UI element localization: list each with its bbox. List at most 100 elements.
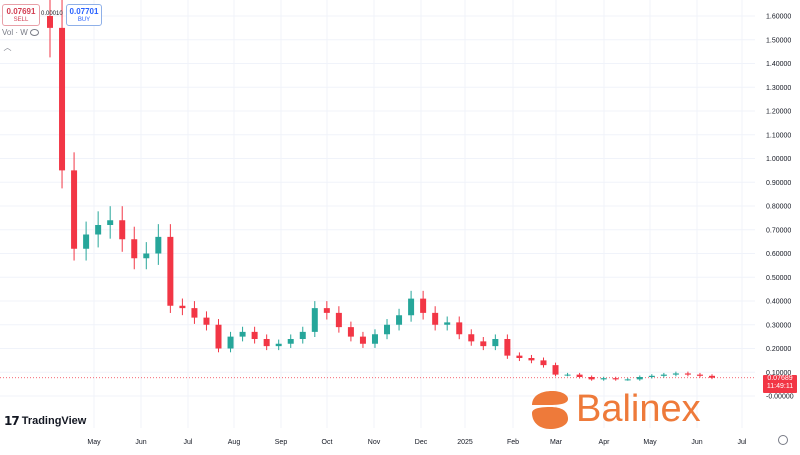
y-tick-label: 0.70000 bbox=[766, 227, 791, 234]
candle-body bbox=[552, 365, 559, 375]
x-tick-label: Oct bbox=[322, 439, 333, 446]
candle-body bbox=[528, 358, 535, 361]
candle-body bbox=[215, 324, 222, 349]
candle-body bbox=[504, 339, 511, 356]
y-tick-label: 1.10000 bbox=[766, 132, 791, 139]
candle-body bbox=[480, 341, 487, 347]
buy-button[interactable]: 0.07701 BUY bbox=[66, 4, 102, 26]
x-tick-label: May bbox=[87, 439, 101, 446]
candle-body bbox=[83, 234, 90, 249]
x-tick-label: Jul bbox=[738, 439, 747, 446]
candle-body bbox=[612, 378, 619, 380]
balinex-logo: Balinex bbox=[528, 387, 701, 431]
candle-body bbox=[107, 220, 114, 225]
candle-body bbox=[636, 377, 643, 380]
candle-body bbox=[263, 339, 270, 347]
sell-price: 0.07691 bbox=[6, 7, 36, 16]
candle-body bbox=[143, 253, 150, 259]
candle-body bbox=[660, 374, 667, 376]
y-tick-label: 1.50000 bbox=[766, 37, 791, 44]
candle-body bbox=[684, 373, 691, 375]
y-tick-label: 0.20000 bbox=[766, 346, 791, 353]
candle-body bbox=[275, 343, 282, 347]
y-tick-label: -0.00000 bbox=[766, 394, 794, 401]
tradingview-mark: 17 bbox=[4, 414, 20, 428]
x-tick-label: Jul bbox=[184, 439, 193, 446]
candle-body bbox=[408, 298, 415, 316]
sell-label: SELL bbox=[13, 17, 29, 23]
candle-body bbox=[95, 225, 102, 235]
sell-button[interactable]: 0.07691 SELL bbox=[2, 4, 40, 26]
balinex-mark-icon bbox=[532, 391, 568, 429]
candle-body bbox=[359, 336, 366, 344]
candle-body bbox=[576, 374, 583, 377]
candle-body bbox=[696, 374, 703, 376]
last-price-value: 0.07689 bbox=[767, 375, 793, 382]
candle-body bbox=[203, 317, 210, 325]
x-tick-label: Mar bbox=[550, 439, 563, 446]
candle-body bbox=[396, 315, 403, 325]
y-tick-label: 1.30000 bbox=[766, 85, 791, 92]
candle-body bbox=[311, 308, 318, 332]
buy-price: 0.07701 bbox=[69, 7, 99, 16]
candle-body bbox=[47, 16, 53, 28]
candle-body bbox=[624, 379, 631, 381]
candle-body bbox=[432, 312, 439, 325]
gear-icon[interactable] bbox=[778, 435, 788, 445]
candle-body bbox=[179, 305, 186, 309]
candle-body bbox=[540, 360, 547, 366]
x-tick-label: Jun bbox=[691, 439, 702, 446]
candle-body bbox=[59, 27, 66, 171]
last-price-tag: 0.07689 11:49:11 bbox=[763, 375, 797, 393]
candle-body bbox=[468, 334, 475, 342]
candle-body bbox=[287, 339, 294, 344]
candle-body bbox=[492, 339, 499, 347]
candle-body bbox=[299, 331, 306, 339]
candle-body bbox=[371, 334, 378, 344]
y-tick-label: 0.40000 bbox=[766, 299, 791, 306]
x-tick-label: Sep bbox=[275, 439, 288, 446]
y-tick-label: 0.10000 bbox=[766, 370, 791, 377]
y-tick-label: 0.50000 bbox=[766, 275, 791, 282]
candle-body bbox=[119, 220, 126, 240]
candle-body bbox=[251, 331, 258, 339]
volume-indicator-label[interactable]: Vol · W bbox=[2, 28, 28, 37]
y-tick-label: 0.90000 bbox=[766, 180, 791, 187]
candle-body bbox=[564, 374, 571, 376]
candle-body bbox=[131, 239, 138, 259]
candle-body bbox=[167, 236, 174, 306]
candle-body bbox=[456, 322, 463, 335]
candle-body bbox=[420, 298, 427, 313]
eye-icon[interactable] bbox=[30, 29, 39, 36]
candle-body bbox=[239, 331, 246, 337]
candle-body bbox=[227, 336, 234, 349]
tradingview-logo: 17 TradingView bbox=[4, 414, 86, 428]
bar-countdown: 11:49:11 bbox=[766, 383, 794, 390]
candle-body bbox=[347, 327, 354, 337]
x-tick-label: Apr bbox=[599, 439, 611, 446]
candle-body bbox=[444, 322, 451, 325]
candle-body bbox=[588, 377, 595, 380]
y-tick-label: 1.20000 bbox=[766, 109, 791, 116]
x-tick-label: Aug bbox=[228, 439, 241, 446]
candle-body bbox=[384, 324, 391, 335]
chevron-up-icon[interactable]: ︿ bbox=[3, 43, 12, 52]
candle-body bbox=[335, 312, 342, 328]
candle-body bbox=[600, 378, 607, 380]
candle-body bbox=[191, 308, 198, 318]
y-tick-label: 1.60000 bbox=[766, 14, 791, 21]
candle-body bbox=[516, 355, 523, 358]
x-tick-label: Nov bbox=[368, 439, 381, 446]
balinex-text: Balinex bbox=[576, 387, 701, 430]
candle-body bbox=[323, 308, 330, 313]
x-tick-label: Jun bbox=[135, 439, 146, 446]
x-tick-label: Dec bbox=[415, 439, 428, 446]
tradingview-text: TradingView bbox=[21, 415, 87, 427]
y-tick-label: 1.00000 bbox=[766, 156, 791, 163]
spread-value: 0.00010 bbox=[41, 11, 63, 17]
candle-body bbox=[71, 170, 78, 249]
y-tick-label: 0.30000 bbox=[766, 322, 791, 329]
x-tick-label: May bbox=[643, 439, 657, 446]
